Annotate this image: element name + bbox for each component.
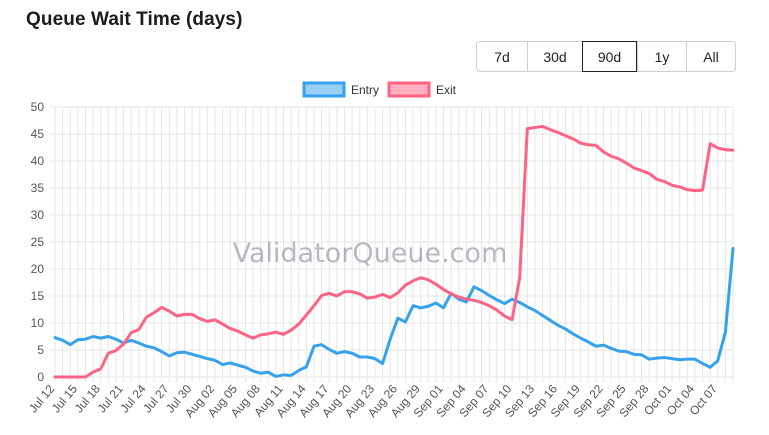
grid xyxy=(50,106,734,382)
legend-item-exit[interactable]: Exit xyxy=(387,81,457,98)
series-line-entry[interactable] xyxy=(53,246,735,378)
y-tick-label: 20 xyxy=(31,262,45,276)
y-tick-label: 50 xyxy=(31,100,45,114)
legend-item-entry[interactable]: Entry xyxy=(302,81,379,98)
range-1y-button[interactable]: 1y xyxy=(637,42,686,71)
series-lines xyxy=(53,124,735,379)
chart-title: Queue Wait Time (days) xyxy=(26,9,243,30)
y-tick-label: 10 xyxy=(31,316,45,330)
legend: Entry Exit xyxy=(302,81,457,98)
y-tick-label: 40 xyxy=(31,154,45,168)
legend-label: Entry xyxy=(351,83,379,97)
y-tick-label: 30 xyxy=(31,208,45,222)
legend-swatch xyxy=(302,81,346,98)
y-tick-label: 45 xyxy=(31,127,45,141)
y-tick-label: 15 xyxy=(31,289,45,303)
series-line-exit[interactable] xyxy=(53,124,735,379)
y-tick-label: 0 xyxy=(37,370,44,384)
range-90d-button[interactable]: 90d xyxy=(582,41,637,72)
legend-label: Exit xyxy=(436,83,457,97)
y-tick-label: 25 xyxy=(31,235,45,249)
watermark-text: ValidatorQueue.com xyxy=(233,238,508,269)
range-all-button[interactable]: All xyxy=(686,42,735,71)
y-tick-label: 35 xyxy=(31,181,45,195)
range-30d-button[interactable]: 30d xyxy=(527,42,582,71)
time-range-selector: 7d 30d 90d 1y All xyxy=(476,41,736,72)
legend-swatch xyxy=(387,81,431,98)
range-7d-button[interactable]: 7d xyxy=(477,42,527,71)
y-tick-label: 5 xyxy=(37,343,44,357)
